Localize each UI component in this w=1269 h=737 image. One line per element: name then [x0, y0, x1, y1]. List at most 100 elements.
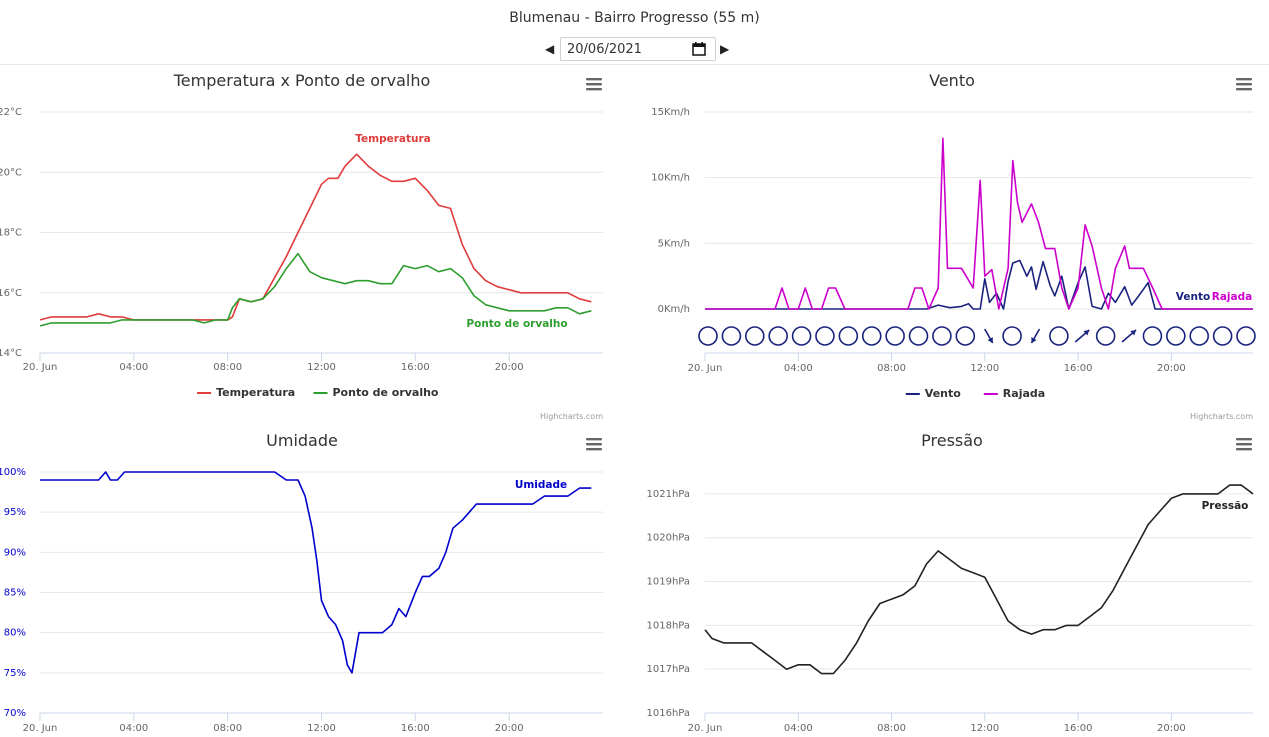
calm-circle-marker [1049, 326, 1069, 346]
series-line-temperatura [39, 153, 592, 321]
legend-label: Vento [925, 387, 961, 400]
x-tick-label: 04:00 [784, 723, 813, 734]
x-tick-label: 20:00 [495, 723, 524, 734]
caret-left-icon[interactable]: ◀ [545, 42, 555, 56]
calm-circle-marker [1166, 326, 1186, 346]
x-tick-label: 20:00 [1157, 363, 1186, 374]
x-tick-label: 16:00 [1064, 723, 1093, 734]
calm-circle-marker [885, 326, 905, 346]
y-tick-label: 0Km/h [658, 304, 690, 315]
x-tick-label: 20:00 [1157, 723, 1186, 734]
hamburger-menu-icon[interactable] [1236, 78, 1252, 91]
x-tick-label: 12:00 [970, 723, 999, 734]
station-title: Blumenau - Bairro Progresso (55 m) [509, 10, 760, 26]
x-tick-label: 04:00 [119, 723, 148, 734]
calm-circle-marker [1212, 326, 1233, 346]
y-tick-label: 1021hPa [647, 489, 691, 500]
x-tick-label: 12:00 [307, 362, 336, 373]
x-tick-label: 08:00 [877, 363, 906, 374]
calm-circle-marker [744, 326, 765, 346]
calm-circle-marker [861, 326, 882, 346]
chart-title: Umidade [266, 431, 338, 450]
y-tick-label: 80% [4, 628, 26, 639]
calm-circle-marker [1236, 326, 1256, 346]
y-tick-label: 1018hPa [647, 620, 691, 631]
x-tick-label: 16:00 [401, 723, 430, 734]
wind-direction-arrow-icon [1074, 329, 1090, 343]
x-tick-label: 16:00 [401, 362, 430, 373]
x-tick-label: 08:00 [213, 723, 242, 734]
calm-circle-marker [932, 326, 952, 346]
hamburger-menu-icon[interactable] [586, 78, 602, 91]
y-tick-label: 14°C [0, 348, 22, 359]
chart-title: Pressão [921, 431, 983, 450]
menu-bar [586, 78, 602, 81]
x-tick-label: 20. Jun [23, 362, 58, 373]
menu-bar [1236, 438, 1252, 441]
menu-bar [1236, 448, 1252, 451]
y-tick-label: 75% [4, 668, 26, 679]
legend-item-rajada[interactable]: Rajada [983, 387, 1045, 400]
calm-circle-marker [1095, 326, 1116, 346]
page-header: Blumenau - Bairro Progresso (55 m) ◀ ▶ [0, 0, 1269, 65]
calm-circle-marker [698, 326, 718, 346]
press-chart: Pressão 1016hPa 1017hPa 1018hPa 1019hPa 1020h… [647, 431, 1254, 734]
highcharts-credits-link[interactable]: Highcharts.com [540, 412, 603, 421]
legend-item-temperatura[interactable]: Temperatura [197, 386, 295, 399]
arrow-head [1031, 337, 1037, 343]
y-tick-label: 1019hPa [647, 577, 691, 588]
date-input[interactable] [560, 37, 716, 61]
series-line-umidade [40, 471, 592, 674]
x-tick-label: 04:00 [784, 363, 813, 374]
series-data-label: Umidade [515, 479, 567, 491]
chart-title: Temperatura x Ponto de orvalho [173, 71, 431, 90]
x-tick-label: 20. Jun [688, 363, 723, 374]
legend-item-vento[interactable]: Vento [905, 387, 961, 400]
menu-bar [1236, 88, 1252, 91]
x-tick-label: 12:00 [307, 723, 336, 734]
arrow-head [1130, 330, 1137, 336]
calendar-icon[interactable] [692, 42, 706, 56]
calm-circle-marker [955, 326, 976, 346]
series-line-rajada [705, 137, 1253, 310]
calm-circle-marker [721, 326, 742, 346]
y-tick-label: 90% [4, 547, 26, 558]
hamburger-menu-icon[interactable] [1236, 438, 1252, 451]
series-line-pressão [704, 484, 1254, 675]
calm-circle-marker [768, 326, 788, 346]
legend-label: Rajada [1003, 387, 1045, 400]
wind-chart: Vento 0Km/h 5Km/h 10Km/h 15Km/h 20. Jun 04:00 0… [651, 71, 1256, 421]
y-tick-label: 22°C [0, 107, 22, 118]
y-tick-label: 95% [4, 507, 26, 518]
wind-direction-arrow-icon [984, 328, 994, 344]
menu-bar [1236, 78, 1252, 81]
wind-direction-arrow-icon [1030, 328, 1041, 344]
y-tick-label: 16°C [0, 288, 22, 299]
y-tick-label: 70% [4, 708, 26, 719]
menu-bar [586, 83, 602, 86]
x-tick-label: 12:00 [970, 363, 999, 374]
menu-bar [1236, 443, 1252, 446]
x-tick-label: 20:00 [495, 362, 524, 373]
y-tick-label: 1016hPa [647, 708, 691, 719]
calm-circle-marker [1002, 326, 1022, 346]
hamburger-menu-icon[interactable] [586, 438, 602, 451]
series-line-vento [705, 259, 1253, 310]
calm-circle-marker [838, 326, 859, 346]
temp-chart: Temperatura x Ponto de orvalho 14°C 16°C 18… [0, 71, 603, 421]
x-tick-label: 08:00 [877, 723, 906, 734]
caret-right-icon[interactable]: ▶ [720, 42, 730, 56]
highcharts-credits-link[interactable]: Highcharts.com [1190, 412, 1253, 421]
calm-circle-marker [791, 326, 812, 346]
humid-chart: Umidade 70% 75% 80% 85% 90% 95% 100% 20. Jun 04:0… [0, 431, 603, 734]
series-line-ponto-de-orvalho [39, 252, 592, 327]
y-tick-label: 100% [0, 467, 26, 478]
y-tick-label: 18°C [0, 228, 22, 239]
menu-bar [586, 438, 602, 441]
series-data-label: Ponto de orvalho [466, 318, 567, 330]
calm-circle-marker [908, 326, 929, 346]
x-tick-label: 16:00 [1064, 363, 1093, 374]
y-tick-label: 1020hPa [647, 533, 691, 544]
legend-item-ponto-de-orvalho[interactable]: Ponto de orvalho [313, 386, 439, 399]
